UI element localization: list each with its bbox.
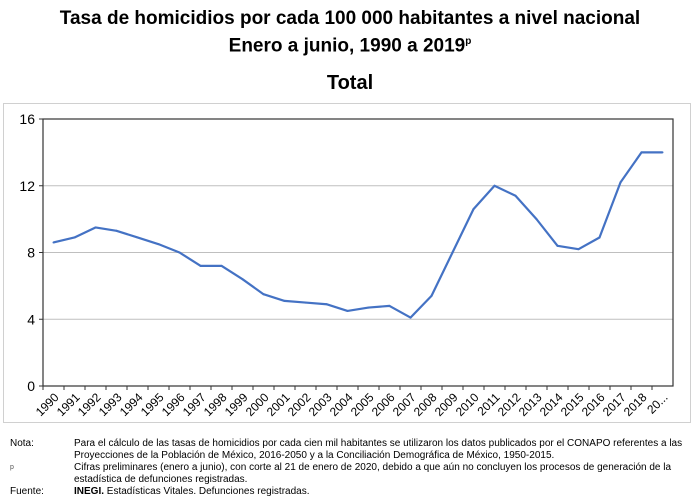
data-point (325, 303, 328, 306)
data-point (115, 229, 118, 232)
data-point (619, 181, 622, 184)
data-point (472, 208, 475, 211)
data-point (388, 304, 391, 307)
line-chart: 0481216199019911992199319941995199619971… (19, 111, 674, 419)
data-point (220, 264, 223, 267)
data-point (367, 306, 370, 309)
data-point (94, 226, 97, 229)
nota-text: Para el cálculo de las tasas de homicidi… (74, 438, 683, 461)
chart-frame (3, 103, 691, 423)
y-tick-label: 4 (27, 311, 35, 327)
x-tick-label: 20... (644, 390, 670, 416)
data-point (577, 248, 580, 251)
fuente-label: Fuente: (10, 486, 44, 497)
nota-label: Nota: (10, 438, 34, 449)
data-point (451, 251, 454, 254)
y-tick-label: 12 (19, 178, 35, 194)
series-line-total (53, 151, 663, 319)
data-point (514, 194, 517, 197)
data-point (262, 293, 265, 296)
data-point (304, 301, 307, 304)
data-point (535, 218, 538, 221)
data-point (283, 299, 286, 302)
data-point (598, 236, 601, 239)
data-point (136, 236, 139, 239)
data-point (73, 236, 76, 239)
data-point (661, 151, 664, 154)
p-text: Cifras preliminares (enero a junio), con… (74, 462, 672, 485)
data-point (430, 294, 433, 297)
data-point (493, 184, 496, 187)
data-point (640, 151, 643, 154)
p-label: p (10, 464, 14, 471)
data-point (178, 251, 181, 254)
data-point (199, 264, 202, 267)
y-tick-label: 0 (27, 378, 35, 394)
data-point (556, 244, 559, 247)
data-point (52, 241, 55, 244)
fuente-text: Estadísticas Vitales. Defunciones regist… (104, 486, 310, 497)
data-point (409, 316, 412, 319)
y-tick-label: 16 (19, 111, 35, 127)
data-point (241, 278, 244, 281)
data-point (157, 243, 160, 246)
chart-title-line1: Tasa de homicidios por cada 100 000 habi… (59, 8, 641, 29)
chart-title-line2: Enero a junio, 1990 a 2019p (0, 30, 700, 57)
fuente-bold: INEGI. (74, 486, 105, 497)
title-superscript: p (465, 36, 472, 47)
chart-subtitle: Total (326, 72, 374, 94)
y-tick-label: 8 (27, 245, 35, 261)
title-line2-text: Enero a junio, 1990 a 2019 (228, 35, 466, 57)
data-point (346, 309, 349, 312)
